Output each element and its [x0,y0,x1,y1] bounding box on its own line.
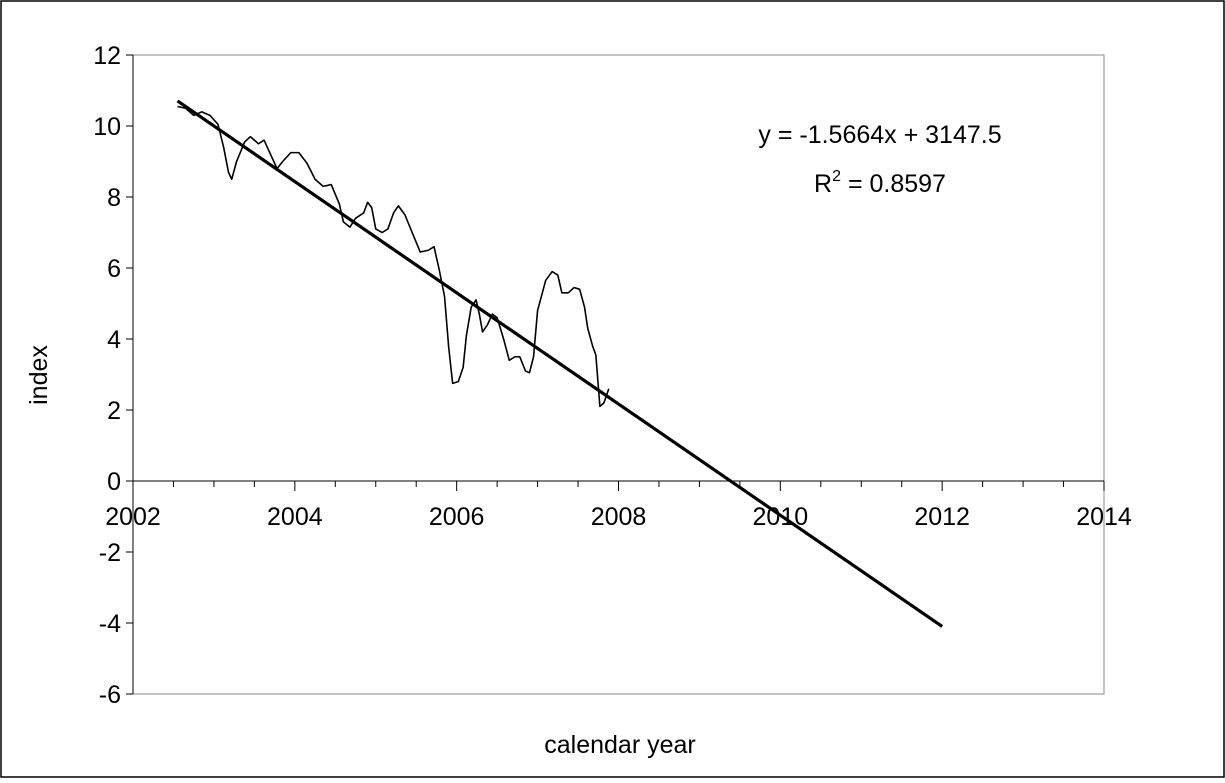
equation-label: y = -1.5664x + 3147.5 [758,121,1001,149]
y-tick-label: 2 [107,397,121,425]
x-tick-label: 2002 [105,503,161,531]
x-tick-label: 2008 [591,503,647,531]
r-squared-base: R [814,170,832,198]
x-axis-title: calendar year [544,731,695,759]
y-tick-label: -6 [99,681,121,709]
x-tick-label: 2012 [914,503,970,531]
plot-area [133,55,1104,694]
r-squared-superscript: 2 [832,168,841,185]
y-tick-label: 8 [107,184,121,212]
r-squared-value: = 0.8597 [841,170,946,198]
y-tick-label: 6 [107,255,121,283]
y-tick-label: 10 [93,113,121,141]
y-tick-label: -2 [99,539,121,567]
x-tick-label: 2006 [429,503,485,531]
x-tick-label: 2014 [1076,503,1132,531]
y-tick-label: 4 [107,326,121,354]
y-tick-label: 12 [93,42,121,70]
y-tick-label: -4 [99,610,121,638]
y-axis-title: index [25,345,53,405]
y-tick-label: 0 [107,468,121,496]
x-tick-label: 2004 [267,503,323,531]
